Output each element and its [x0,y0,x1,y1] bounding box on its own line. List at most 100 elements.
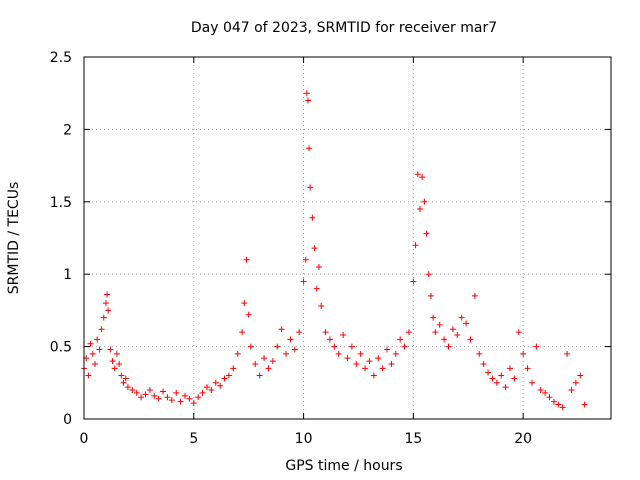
data-point [348,343,355,350]
data-point [190,400,197,407]
data-point [239,329,246,336]
data-point [401,343,408,350]
data-point [458,314,465,321]
data-point [405,329,412,336]
x-tick-label: 20 [514,431,532,447]
data-point [109,358,116,365]
data-point [151,392,158,399]
data-point [105,307,112,314]
data-point [300,278,307,285]
data-point [533,343,540,350]
y-tick-label: 2.5 [50,50,72,66]
data-point [122,375,129,382]
data-point [397,336,404,343]
data-point [528,379,535,386]
data-point [243,256,250,263]
data-point [441,336,448,343]
y-tick-label: 0.5 [50,340,72,356]
data-point [502,384,509,391]
data-point [511,375,518,382]
x-axis-label: GPS time / hours [285,458,402,474]
data-point [146,387,153,394]
data-point [366,358,373,365]
data-point [173,389,180,396]
data-point [142,391,149,398]
data-point [577,372,584,379]
data-point [425,271,432,278]
data-point [217,382,224,389]
axis-ticks: 0 5 10 15 20 0 0.5 1 1.5 2 2.5 [50,50,611,447]
data-point [572,379,579,386]
data-point [416,206,423,213]
data-point [98,326,105,333]
data-point [423,230,430,237]
data-point [489,375,496,382]
data-point [515,329,522,336]
data-point [392,350,399,357]
data-point [454,332,461,339]
data-point [245,311,252,318]
data-point [467,336,474,343]
data-point [445,343,452,350]
data-point [203,384,210,391]
data-point [463,320,470,327]
data-point [116,360,123,367]
data-point [234,350,241,357]
data-point [177,398,184,405]
data-point [485,369,492,376]
data-point [283,350,290,357]
y-tick-label: 1.5 [50,195,72,211]
x-tick-label: 5 [189,431,198,447]
data-point [449,326,456,333]
data-point [353,360,360,367]
data-point [419,174,426,181]
data-point [559,404,566,411]
data-point [91,360,98,367]
data-point [247,343,254,350]
data-point [537,387,544,394]
data-point [410,278,417,285]
data-point [303,90,310,97]
data-point [160,388,167,395]
data-point [471,292,478,299]
data-point [375,355,382,362]
data-point [230,365,237,372]
data-point [568,387,575,394]
data-point [182,392,189,399]
data-point [100,314,107,321]
data-point [291,346,298,353]
data-point [195,394,202,401]
y-tick-label: 2 [63,122,72,138]
data-point [225,372,232,379]
data-point [118,372,125,379]
data-point [357,350,364,357]
x-tick-label: 15 [404,431,422,447]
plot-area-frame [83,56,612,420]
data-point [186,395,193,402]
x-tick-label: 0 [80,431,89,447]
data-point [309,214,316,221]
data-point [287,336,294,343]
data-point [427,292,434,299]
data-point [546,394,553,401]
data-point [315,263,322,270]
data-points [81,90,588,411]
data-point [370,372,377,379]
data-point [212,379,219,386]
y-tick-label: 0 [63,412,72,428]
data-point [208,387,215,394]
data-point [155,395,162,402]
data-point [85,372,92,379]
data-point [307,184,314,191]
data-point [412,242,419,249]
x-tick-label: 10 [295,431,313,447]
data-point [524,365,531,372]
data-point [432,329,439,336]
data-point [384,346,391,353]
data-point [498,372,505,379]
data-point [120,379,127,386]
data-point [555,401,562,408]
data-point [318,303,325,310]
data-point [476,350,483,357]
